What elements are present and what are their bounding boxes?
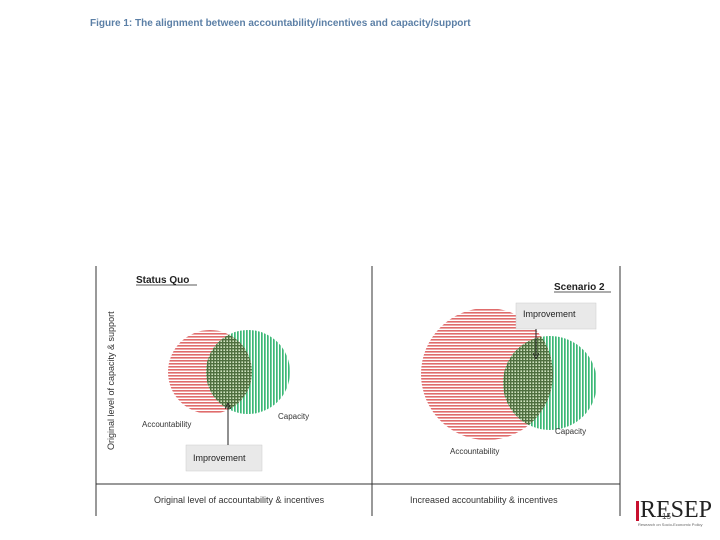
x-axis-label-left: Original level of accountability & incen…: [154, 495, 325, 505]
resep-logo: RESEP Research on Socio-Economic Policy: [636, 497, 712, 527]
scenario-2-capacity-label: Capacity: [555, 427, 586, 436]
page-number: 15: [662, 512, 671, 521]
figure-title: Figure 1: The alignment between accounta…: [90, 18, 471, 29]
x-axis-label-right: Increased accountability & incentives: [410, 495, 558, 505]
scenario-2-accountability-label: Accountability: [450, 447, 499, 456]
scenario-2-improvement-callout: [515, 302, 597, 330]
y-axis-label: Original level of capacity & support: [106, 311, 116, 450]
logo-accent-bar: [636, 501, 639, 521]
logo-subtitle: Research on Socio-Economic Policy: [638, 522, 703, 527]
status-quo-accountability-label: Accountability: [142, 420, 191, 429]
status-quo-improvement-label: Improvement: [193, 453, 246, 463]
scenario-2-title: Scenario 2: [554, 282, 605, 293]
scenario-2-improvement-label: Improvement: [523, 309, 576, 319]
status-quo-improvement-callout: [185, 444, 263, 472]
logo-wordmark: RESEP: [640, 497, 713, 523]
status-quo-overlap-region: [206, 330, 252, 414]
status-quo-title: Status Quo: [136, 275, 189, 286]
status-quo-capacity-label: Capacity: [278, 412, 309, 421]
